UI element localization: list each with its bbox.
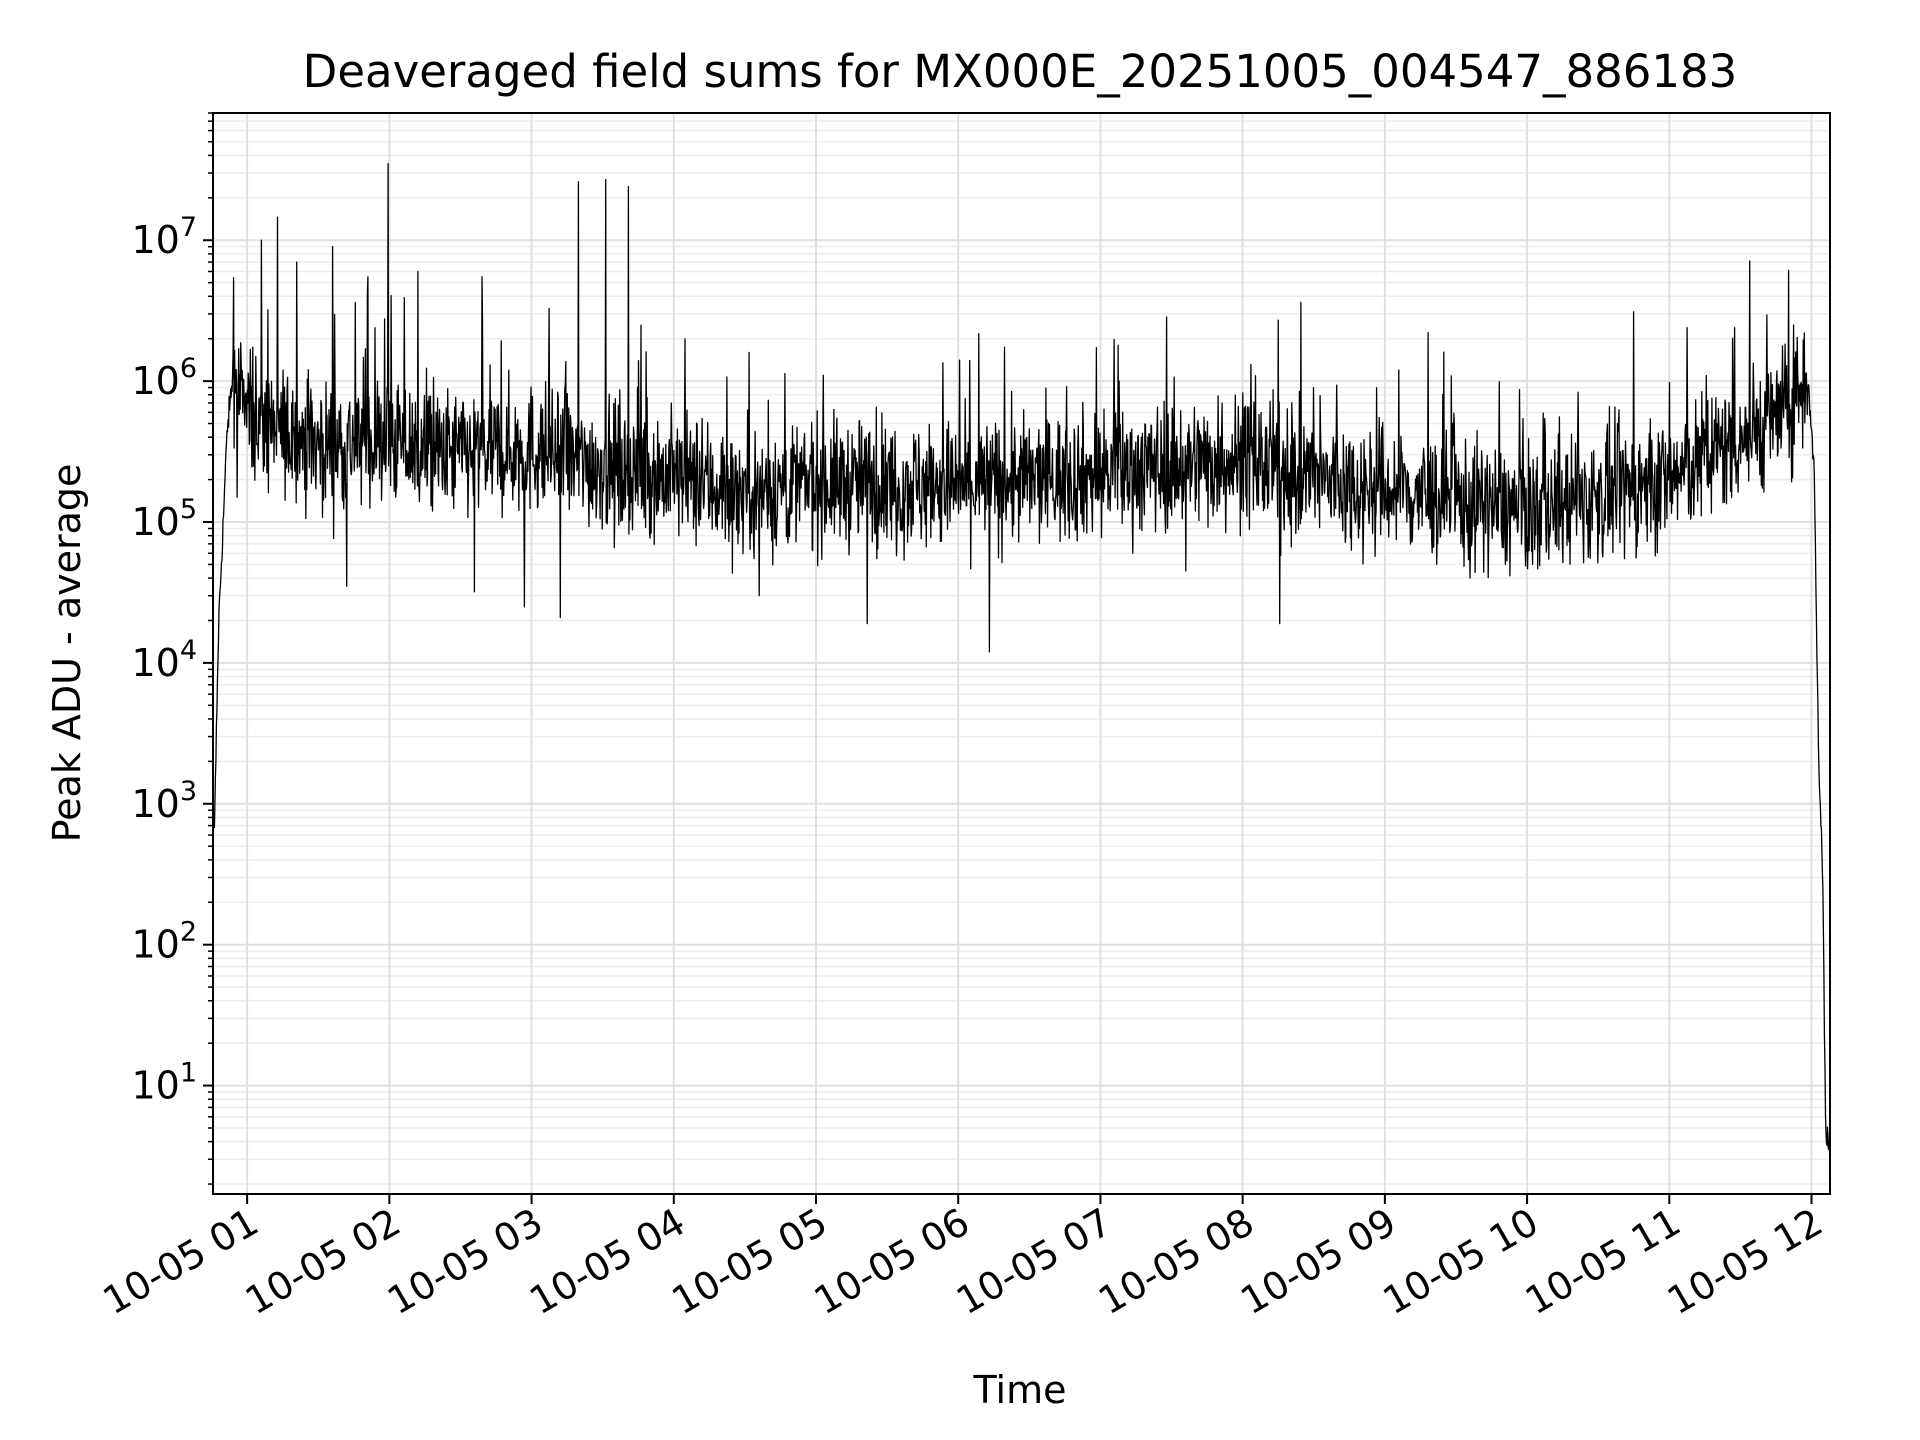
y-tick-label: 102 (131, 917, 197, 967)
grid (213, 112, 1830, 1194)
x-tick-label: 10-05 02 (238, 1200, 408, 1324)
y-tick-label: 106 (131, 353, 197, 403)
x-tick-label: 10-05 03 (380, 1200, 550, 1324)
x-tick-label: 10-05 07 (949, 1200, 1119, 1324)
x-axis-label: Time (973, 1368, 1067, 1412)
x-tick-label: 10-05 01 (96, 1200, 266, 1324)
x-tick-label: 10-05 10 (1376, 1200, 1546, 1324)
x-tick-label: 10-05 05 (665, 1200, 835, 1324)
plot-frame (212, 112, 1831, 1195)
x-tick-label: 10-05 11 (1518, 1200, 1688, 1324)
y-axis-label: Peak ADU - average (45, 464, 89, 843)
y-axis: 101 102 103 104 105 106 107 (131, 112, 213, 1185)
y-tick-label: 104 (131, 635, 197, 685)
x-tick-label: 10-05 12 (1660, 1200, 1830, 1324)
plot-area (213, 162, 1831, 1151)
series-line (213, 162, 1831, 1151)
y-tick-label: 105 (131, 494, 197, 544)
y-tick-label: 107 (131, 212, 197, 262)
x-tick-label: 10-05 09 (1233, 1200, 1403, 1324)
y-tick-label: 101 (131, 1058, 197, 1108)
x-tick-label: 10-05 08 (1091, 1200, 1261, 1324)
chart-title: Deaveraged field sums for MX000E_2025100… (303, 45, 1738, 98)
y-tick-label: 103 (131, 776, 197, 826)
x-tick-label: 10-05 04 (522, 1200, 692, 1324)
x-tick-label: 10-05 06 (807, 1200, 977, 1324)
